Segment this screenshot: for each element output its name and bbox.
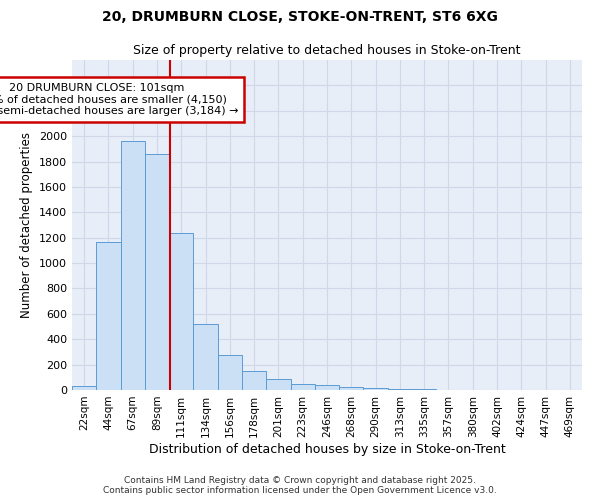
Title: Size of property relative to detached houses in Stoke-on-Trent: Size of property relative to detached ho… — [133, 44, 521, 58]
X-axis label: Distribution of detached houses by size in Stoke-on-Trent: Distribution of detached houses by size … — [149, 442, 505, 456]
Bar — [218, 355, 242, 390]
Y-axis label: Number of detached properties: Number of detached properties — [20, 132, 34, 318]
Bar — [388, 389, 412, 390]
Bar — [121, 141, 145, 390]
Bar — [315, 385, 339, 390]
Bar — [290, 384, 315, 390]
Bar — [364, 388, 388, 390]
Bar — [169, 232, 193, 390]
Text: 20 DRUMBURN CLOSE: 101sqm
← 56% of detached houses are smaller (4,150)
43% of se: 20 DRUMBURN CLOSE: 101sqm ← 56% of detac… — [0, 83, 238, 116]
Bar — [72, 386, 96, 390]
Bar — [339, 387, 364, 390]
Bar — [96, 242, 121, 390]
Bar — [242, 371, 266, 390]
Text: Contains HM Land Registry data © Crown copyright and database right 2025.
Contai: Contains HM Land Registry data © Crown c… — [103, 476, 497, 495]
Bar — [145, 154, 169, 390]
Bar — [266, 378, 290, 390]
Bar — [193, 324, 218, 390]
Text: 20, DRUMBURN CLOSE, STOKE-ON-TRENT, ST6 6XG: 20, DRUMBURN CLOSE, STOKE-ON-TRENT, ST6 … — [102, 10, 498, 24]
